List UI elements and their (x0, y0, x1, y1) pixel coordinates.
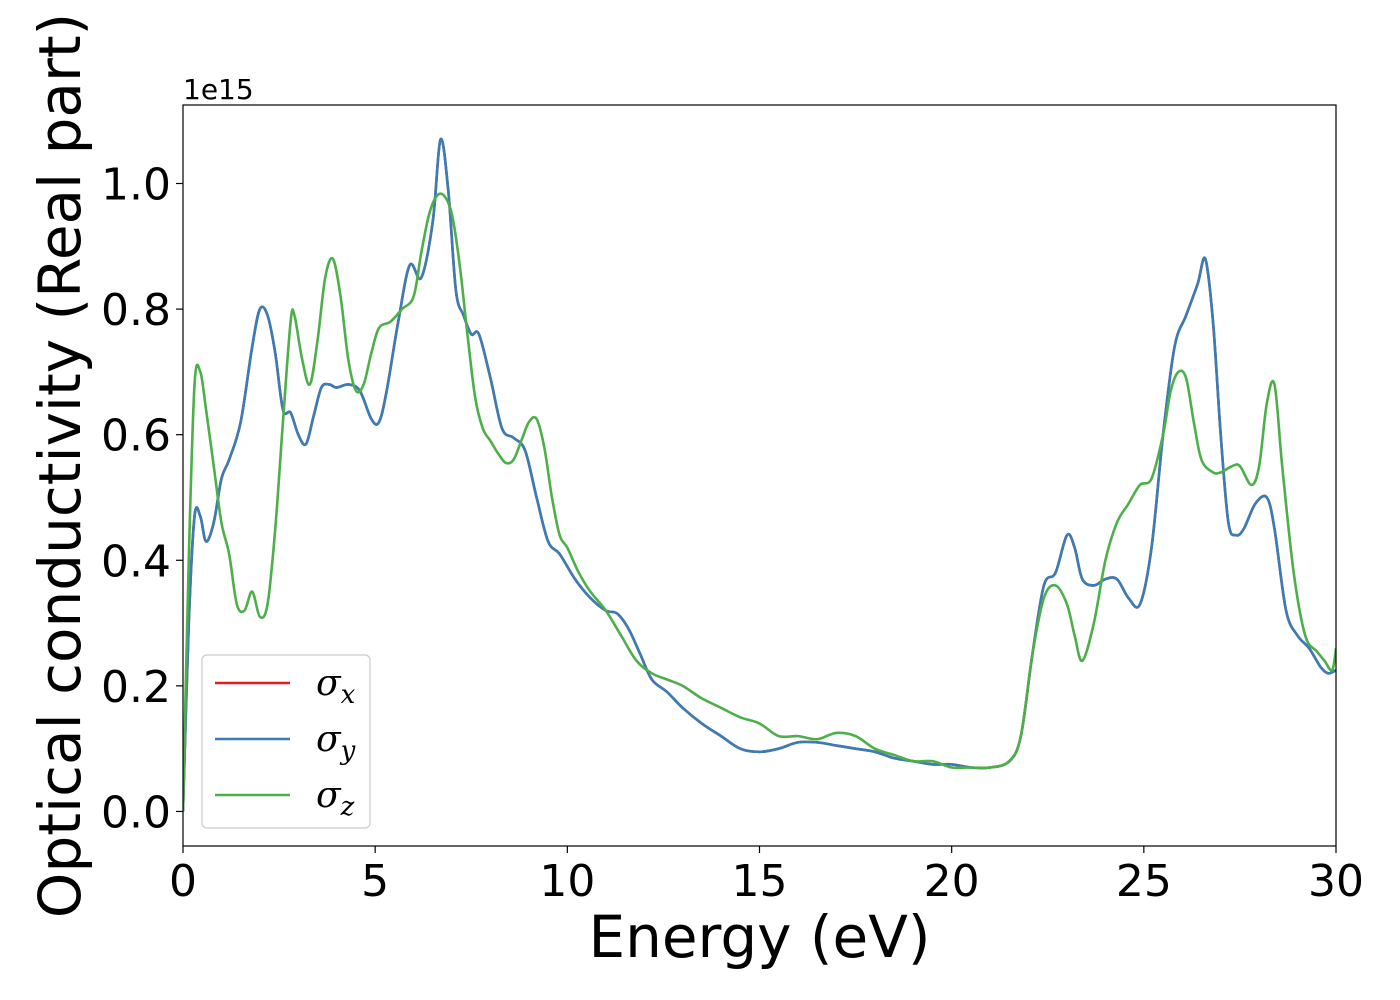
x-tick-label: 0 (169, 856, 197, 907)
y-tick-label: 0.2 (101, 662, 171, 713)
y-tick-label: 0.8 (101, 285, 171, 336)
legend-frame (201, 654, 371, 829)
y-tick-label: 0.4 (101, 536, 171, 587)
y-axis-ticks: 0.0 0.2 0.4 0.6 0.8 1.0 (101, 159, 183, 838)
x-axis-label: Energy (eV) (588, 903, 930, 971)
x-axis-ticks: 0 5 10 15 20 25 30 (169, 846, 1364, 907)
x-tick-label: 10 (539, 856, 595, 907)
series-line-z (183, 192, 1336, 812)
x-tick-label: 30 (1308, 856, 1364, 907)
series-layer (183, 137, 1336, 812)
x-tick-label: 20 (924, 856, 980, 907)
y-tick-label: 0.6 (101, 411, 171, 462)
legend: σx σy σz (201, 654, 371, 829)
legend-entry-z: σz (316, 775, 355, 822)
legend-entry-y: σy (316, 719, 356, 766)
x-tick-label: 25 (1116, 856, 1172, 907)
y-tick-label: 0.0 (101, 787, 171, 838)
x-tick-label: 5 (361, 856, 389, 907)
y-axis-label: Optical conductivity (Real part) (26, 13, 94, 918)
y-tick-label: 1.0 (101, 159, 171, 210)
y-axis-offset-label: 1e15 (183, 73, 254, 106)
x-tick-label: 15 (732, 856, 788, 907)
series-line-y (183, 137, 1336, 812)
legend-entry-x: σx (316, 663, 356, 710)
